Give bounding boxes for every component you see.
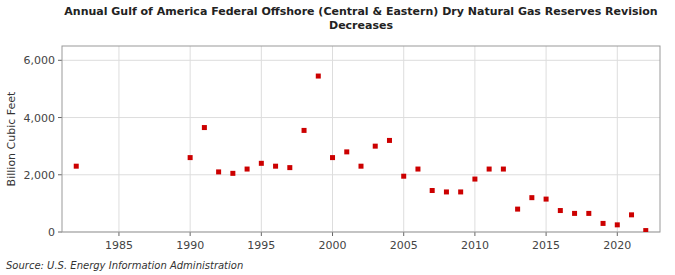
point	[74, 164, 79, 169]
tick-label: 2005	[390, 239, 418, 252]
chart: Annual Gulf of America Federal Offshore …	[0, 0, 675, 275]
point	[586, 211, 591, 216]
grid-line	[617, 46, 618, 232]
point	[544, 197, 549, 202]
tick-label: 1995	[247, 239, 275, 252]
point	[458, 189, 463, 194]
point	[615, 222, 620, 227]
title-line: Decreases	[329, 19, 393, 32]
grid-line	[261, 46, 262, 232]
point	[245, 167, 250, 172]
y-axis-label: Billion Cubic Feet	[5, 91, 18, 186]
point	[487, 167, 492, 172]
point	[515, 207, 520, 212]
grid-line	[62, 60, 660, 61]
point	[601, 221, 606, 226]
tick-mark	[474, 232, 475, 236]
ticks: 0 2,000 4,000 6,000 1985 1990 1995 2000 2005 2010…	[24, 54, 632, 252]
tick-mark	[118, 232, 119, 236]
point	[430, 188, 435, 193]
tick-mark	[58, 117, 62, 118]
grid	[62, 46, 660, 232]
grid-line	[62, 174, 660, 175]
tick-mark	[190, 232, 191, 236]
tick-label: 2020	[603, 239, 631, 252]
tick-mark	[58, 60, 62, 61]
point	[444, 189, 449, 194]
tick-mark	[546, 232, 547, 236]
point	[202, 125, 207, 130]
point	[216, 169, 221, 174]
tick-label: 2,000	[24, 169, 56, 182]
point	[387, 138, 392, 143]
grid-line	[403, 46, 404, 232]
point	[572, 211, 577, 216]
point	[359, 164, 364, 169]
point	[188, 155, 193, 160]
tick-label: 1990	[176, 239, 204, 252]
point	[629, 212, 634, 217]
tick-mark	[261, 232, 262, 236]
grid-line	[62, 117, 660, 118]
grid-line	[546, 46, 547, 232]
point	[344, 149, 349, 154]
grid-line	[118, 46, 119, 232]
point	[287, 165, 292, 170]
tick-label: 2000	[319, 239, 347, 252]
tick-mark	[332, 232, 333, 236]
point	[373, 144, 378, 149]
point	[401, 174, 406, 179]
plot-frame	[62, 46, 660, 232]
tick-label: 2015	[532, 239, 560, 252]
point	[330, 155, 335, 160]
tick-mark	[617, 232, 618, 236]
grid-line	[190, 46, 191, 232]
point	[501, 167, 506, 172]
point	[273, 164, 278, 169]
point	[259, 161, 264, 166]
title-line: Annual Gulf of America Federal Offshore …	[64, 5, 657, 18]
point	[643, 228, 648, 232]
tick-label: 2010	[461, 239, 489, 252]
source-note: Source: U.S. Energy Information Administ…	[6, 260, 243, 271]
tick-mark	[58, 232, 62, 233]
grid-line	[474, 46, 475, 232]
point	[230, 171, 235, 176]
tick-label: 4,000	[24, 112, 56, 125]
title: Annual Gulf of America Federal Offshore …	[64, 5, 657, 32]
point	[529, 195, 534, 200]
tick-mark	[403, 232, 404, 236]
point	[558, 208, 563, 213]
points	[74, 74, 649, 232]
tick-label: 6,000	[24, 54, 56, 67]
point	[302, 128, 307, 133]
point	[472, 177, 477, 182]
grid-line	[332, 46, 333, 232]
tick-label: 0	[48, 226, 55, 239]
tick-label: 1985	[105, 239, 133, 252]
tick-mark	[58, 174, 62, 175]
point	[316, 74, 321, 79]
point	[415, 167, 420, 172]
